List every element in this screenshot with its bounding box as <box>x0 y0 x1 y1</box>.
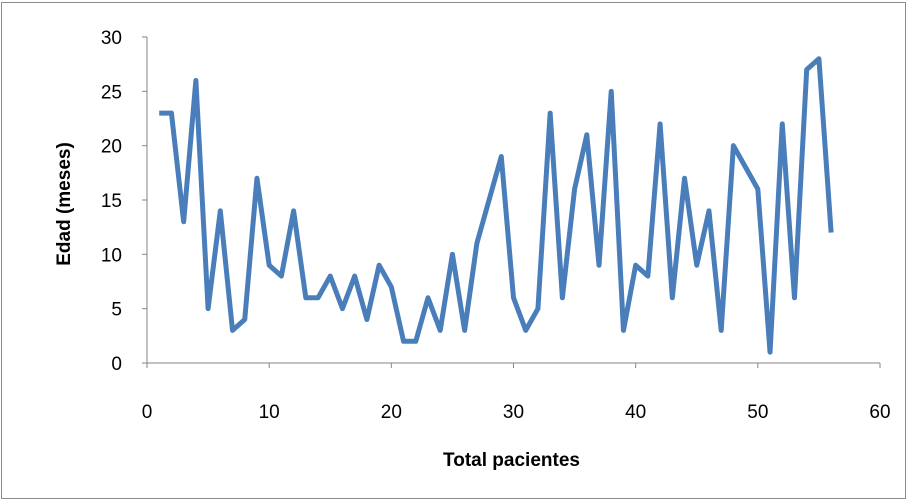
x-tick-label: 0 <box>142 402 153 423</box>
series-line <box>159 56 834 355</box>
y-tick-label: 15 <box>101 191 122 212</box>
x-tick-label: 30 <box>503 402 524 423</box>
y-tick-label: 20 <box>101 137 122 158</box>
x-tick-label: 20 <box>381 402 402 423</box>
y-tick-label: 25 <box>101 82 122 103</box>
x-tick-label: 50 <box>747 402 768 423</box>
x-axis-title: Total pacientes <box>443 450 580 471</box>
x-tick-label: 40 <box>625 402 646 423</box>
y-tick-label: 30 <box>101 28 122 49</box>
x-axis-ticks: 0 10 20 30 40 50 60 <box>142 363 891 423</box>
series-layer <box>159 56 834 355</box>
y-tick-label: 5 <box>111 300 122 321</box>
x-tick-label: 10 <box>259 402 280 423</box>
y-tick-label: 0 <box>111 354 122 375</box>
y-axis-title: Edad (meses) <box>54 142 75 266</box>
x-tick-label: 60 <box>869 402 890 423</box>
y-tick-label: 10 <box>101 245 122 266</box>
y-axis-ticks: 0 5 10 15 20 25 30 <box>101 28 147 375</box>
